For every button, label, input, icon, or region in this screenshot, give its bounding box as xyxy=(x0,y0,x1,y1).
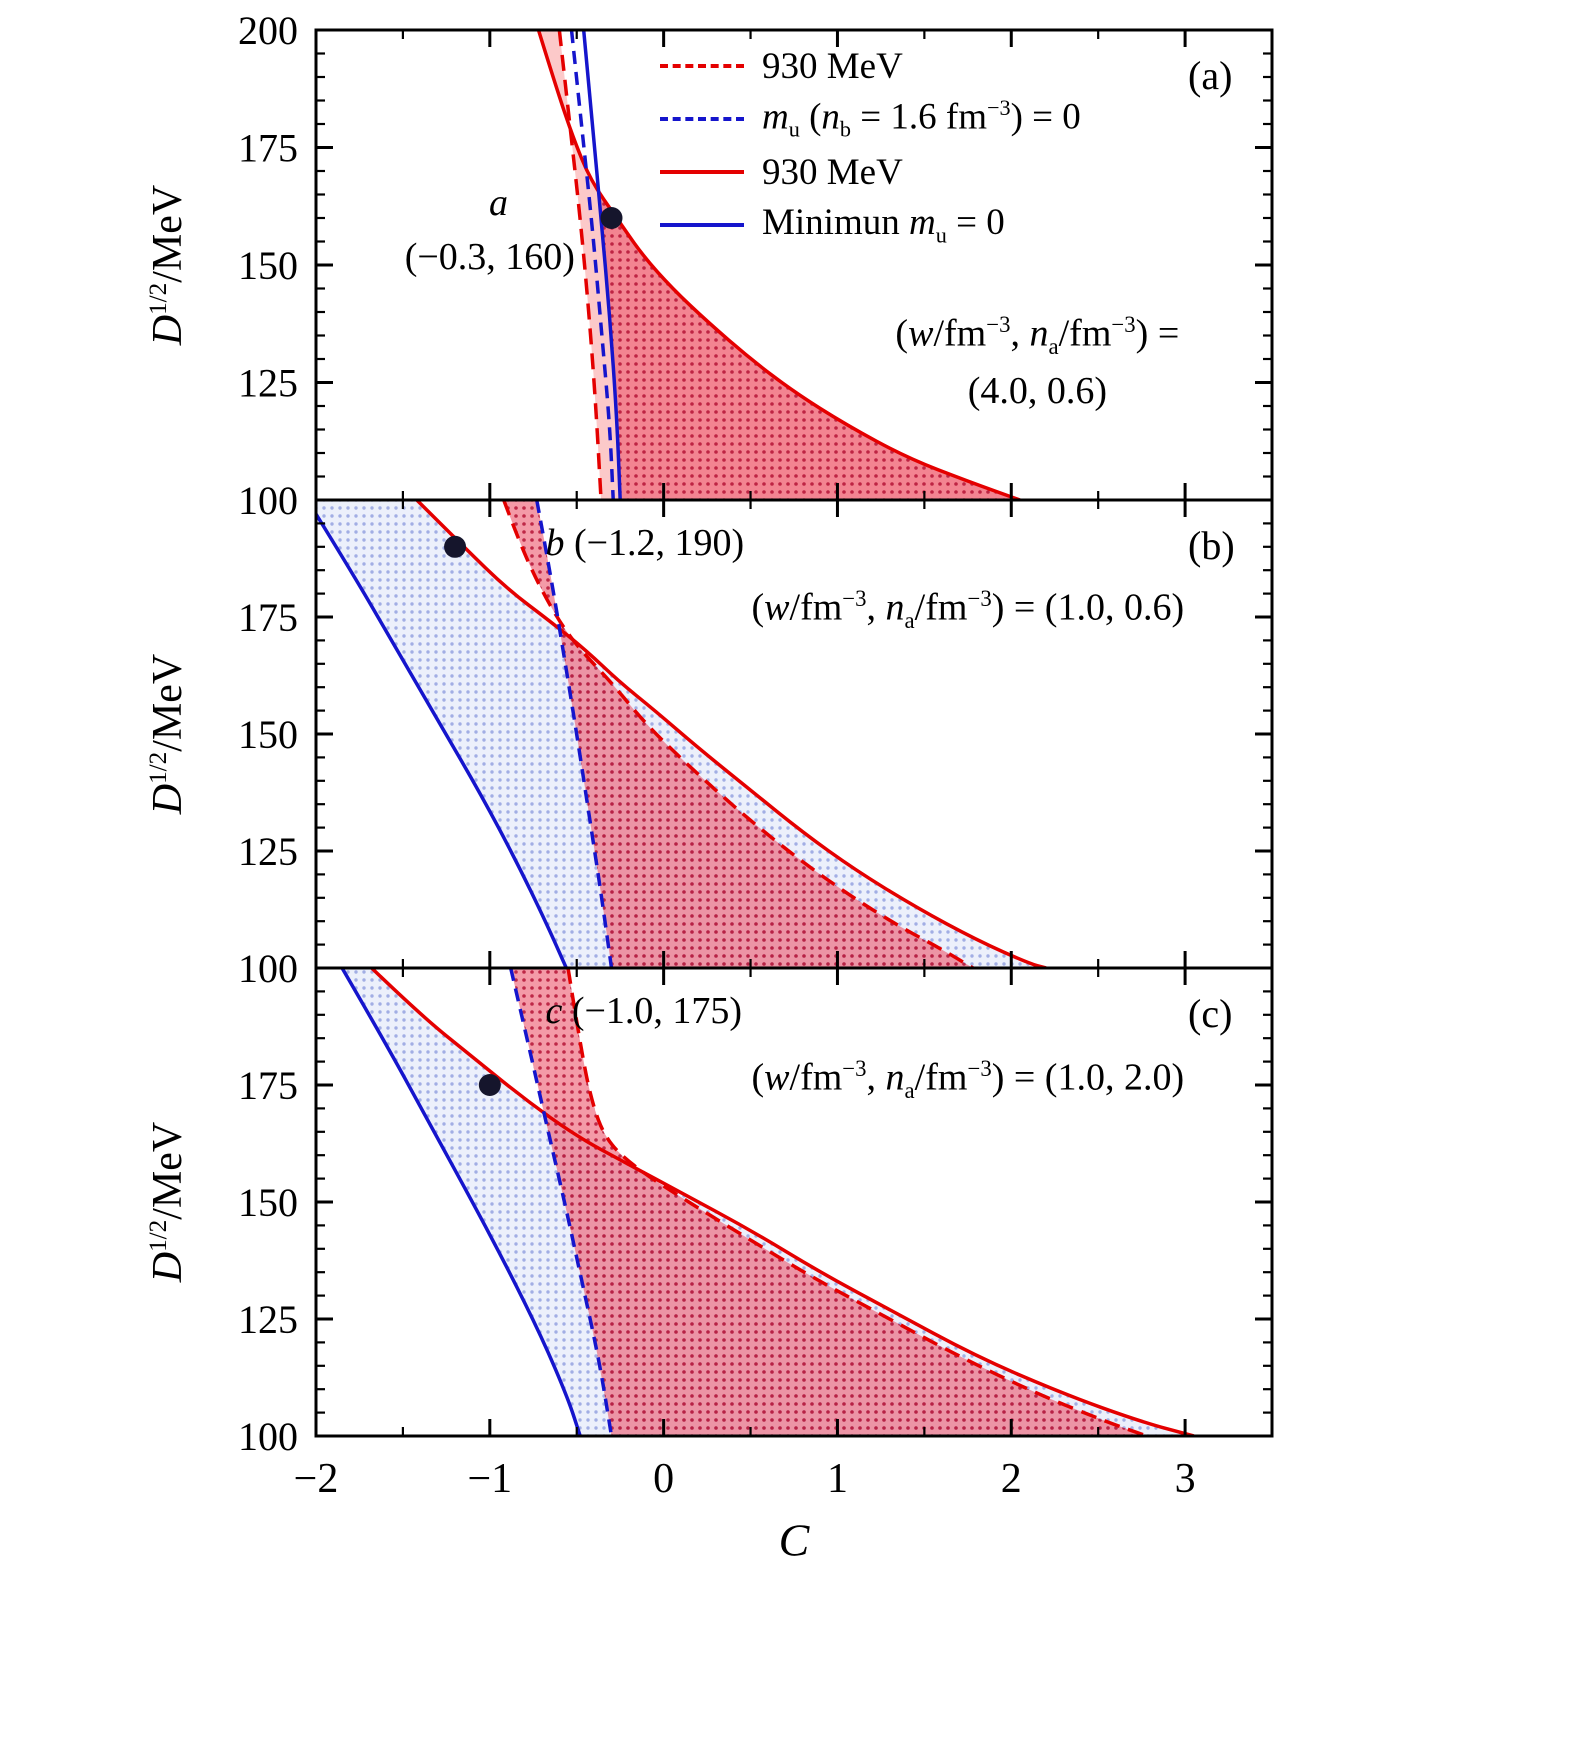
curve-a-blue_dashed xyxy=(569,30,615,500)
legend-entry-0: 930 MeV xyxy=(660,44,1081,88)
marker-point-b xyxy=(444,535,467,558)
marker-point-a xyxy=(600,207,623,229)
curve-a-red_solid xyxy=(536,30,1021,500)
y-tick-label: 125 xyxy=(238,829,298,874)
legend-entry-2: 930 MeV xyxy=(660,150,1081,194)
legend-entry-3: Minimun mu = 0 xyxy=(660,202,1081,248)
annotation-a: (w/fm−3, na/fm−3) = xyxy=(895,311,1180,359)
panel-label-b: (b) xyxy=(1188,523,1235,568)
legend-label: mu (nb = 1.6 fm−3) = 0 xyxy=(762,95,1081,142)
annotation-b: b (−1.2, 190) xyxy=(545,522,745,565)
y-axis-label-a: D1/2/MeV xyxy=(145,184,191,346)
curve-b-red_solid xyxy=(415,500,1047,968)
region-c-blue_dots xyxy=(342,968,1194,1436)
annotation-c: c (−1.0, 175) xyxy=(545,990,743,1033)
legend-line-sample xyxy=(660,170,744,174)
legend-label: Minimun mu = 0 xyxy=(762,202,1005,248)
x-axis-label: C xyxy=(778,1514,810,1566)
x-tick-label: 1 xyxy=(827,1456,848,1502)
curve-c-red_dashed xyxy=(566,968,1148,1436)
x-tick-label: −2 xyxy=(294,1456,339,1502)
y-axis-label-b: D1/2/MeV xyxy=(145,653,191,815)
y-axis-label-c: D1/2/MeV xyxy=(145,1121,191,1283)
marker-point-c xyxy=(478,1074,501,1096)
legend-label: 930 MeV xyxy=(762,45,903,87)
legend-entry-1: mu (nb = 1.6 fm−3) = 0 xyxy=(660,95,1081,142)
curve-c-blue_solid xyxy=(340,968,582,1436)
legend-line-sample xyxy=(660,117,744,121)
x-tick-label: 0 xyxy=(653,1456,674,1502)
y-tick-label: 100 xyxy=(238,946,298,991)
annotation-b: (w/fm−3, na/fm−3) = (1.0, 0.6) xyxy=(751,585,1185,633)
y-tick-label: 100 xyxy=(238,1414,298,1459)
legend: 930 MeV mu (nb = 1.6 fm−3) = 0 930 MeV Mini… xyxy=(660,44,1081,248)
panel-label-c: (c) xyxy=(1188,991,1233,1036)
panel-c: 100 125 150 175 −2 −1 0 1 2 3 xyxy=(238,966,1274,1502)
curve-a-red_dashed xyxy=(557,30,603,500)
y-tick-label: 100 xyxy=(238,478,298,523)
y-tick-label: 175 xyxy=(238,1063,298,1108)
curve-a-blue_solid xyxy=(581,30,622,500)
curve-b-blue_solid xyxy=(316,510,568,968)
y-tick-label: 150 xyxy=(238,243,298,288)
panel-b: 100 125 150 175 xyxy=(238,498,1274,991)
legend-line-sample xyxy=(660,223,744,227)
y-tick-label: 200 xyxy=(238,8,298,53)
panel-a: 100 125 150 175 200 xyxy=(238,8,1274,523)
region-a-pink_dark xyxy=(538,30,1020,500)
annotation-a: (−0.3, 160) xyxy=(404,236,575,279)
annotation-c: (w/fm−3, na/fm−3) = (1.0, 2.0) xyxy=(751,1056,1185,1104)
y-tick-label: 175 xyxy=(238,126,298,171)
curve-b-red_dashed xyxy=(502,500,974,968)
annotation-a: (4.0, 0.6) xyxy=(967,370,1107,413)
y-tick-label: 150 xyxy=(238,712,298,757)
x-tick-label: 2 xyxy=(1001,1456,1022,1502)
region-c-pink_dark xyxy=(510,968,1147,1436)
panel-label-a: (a) xyxy=(1188,53,1233,98)
y-tick-label: 150 xyxy=(238,1180,298,1225)
legend-line-sample xyxy=(660,64,744,68)
region-b-pink_dark xyxy=(503,500,974,968)
x-tick-label: 3 xyxy=(1175,1456,1196,1502)
legend-label: 930 MeV xyxy=(762,151,903,193)
y-tick-label: 125 xyxy=(238,1297,298,1342)
curve-b-blue_dashed xyxy=(535,500,614,968)
annotation-a: a xyxy=(489,182,508,225)
x-tick-label: −1 xyxy=(467,1456,512,1502)
y-tick-label: 125 xyxy=(238,361,298,406)
curve-c-blue_dashed xyxy=(508,968,614,1436)
y-tick-label: 175 xyxy=(238,595,298,640)
